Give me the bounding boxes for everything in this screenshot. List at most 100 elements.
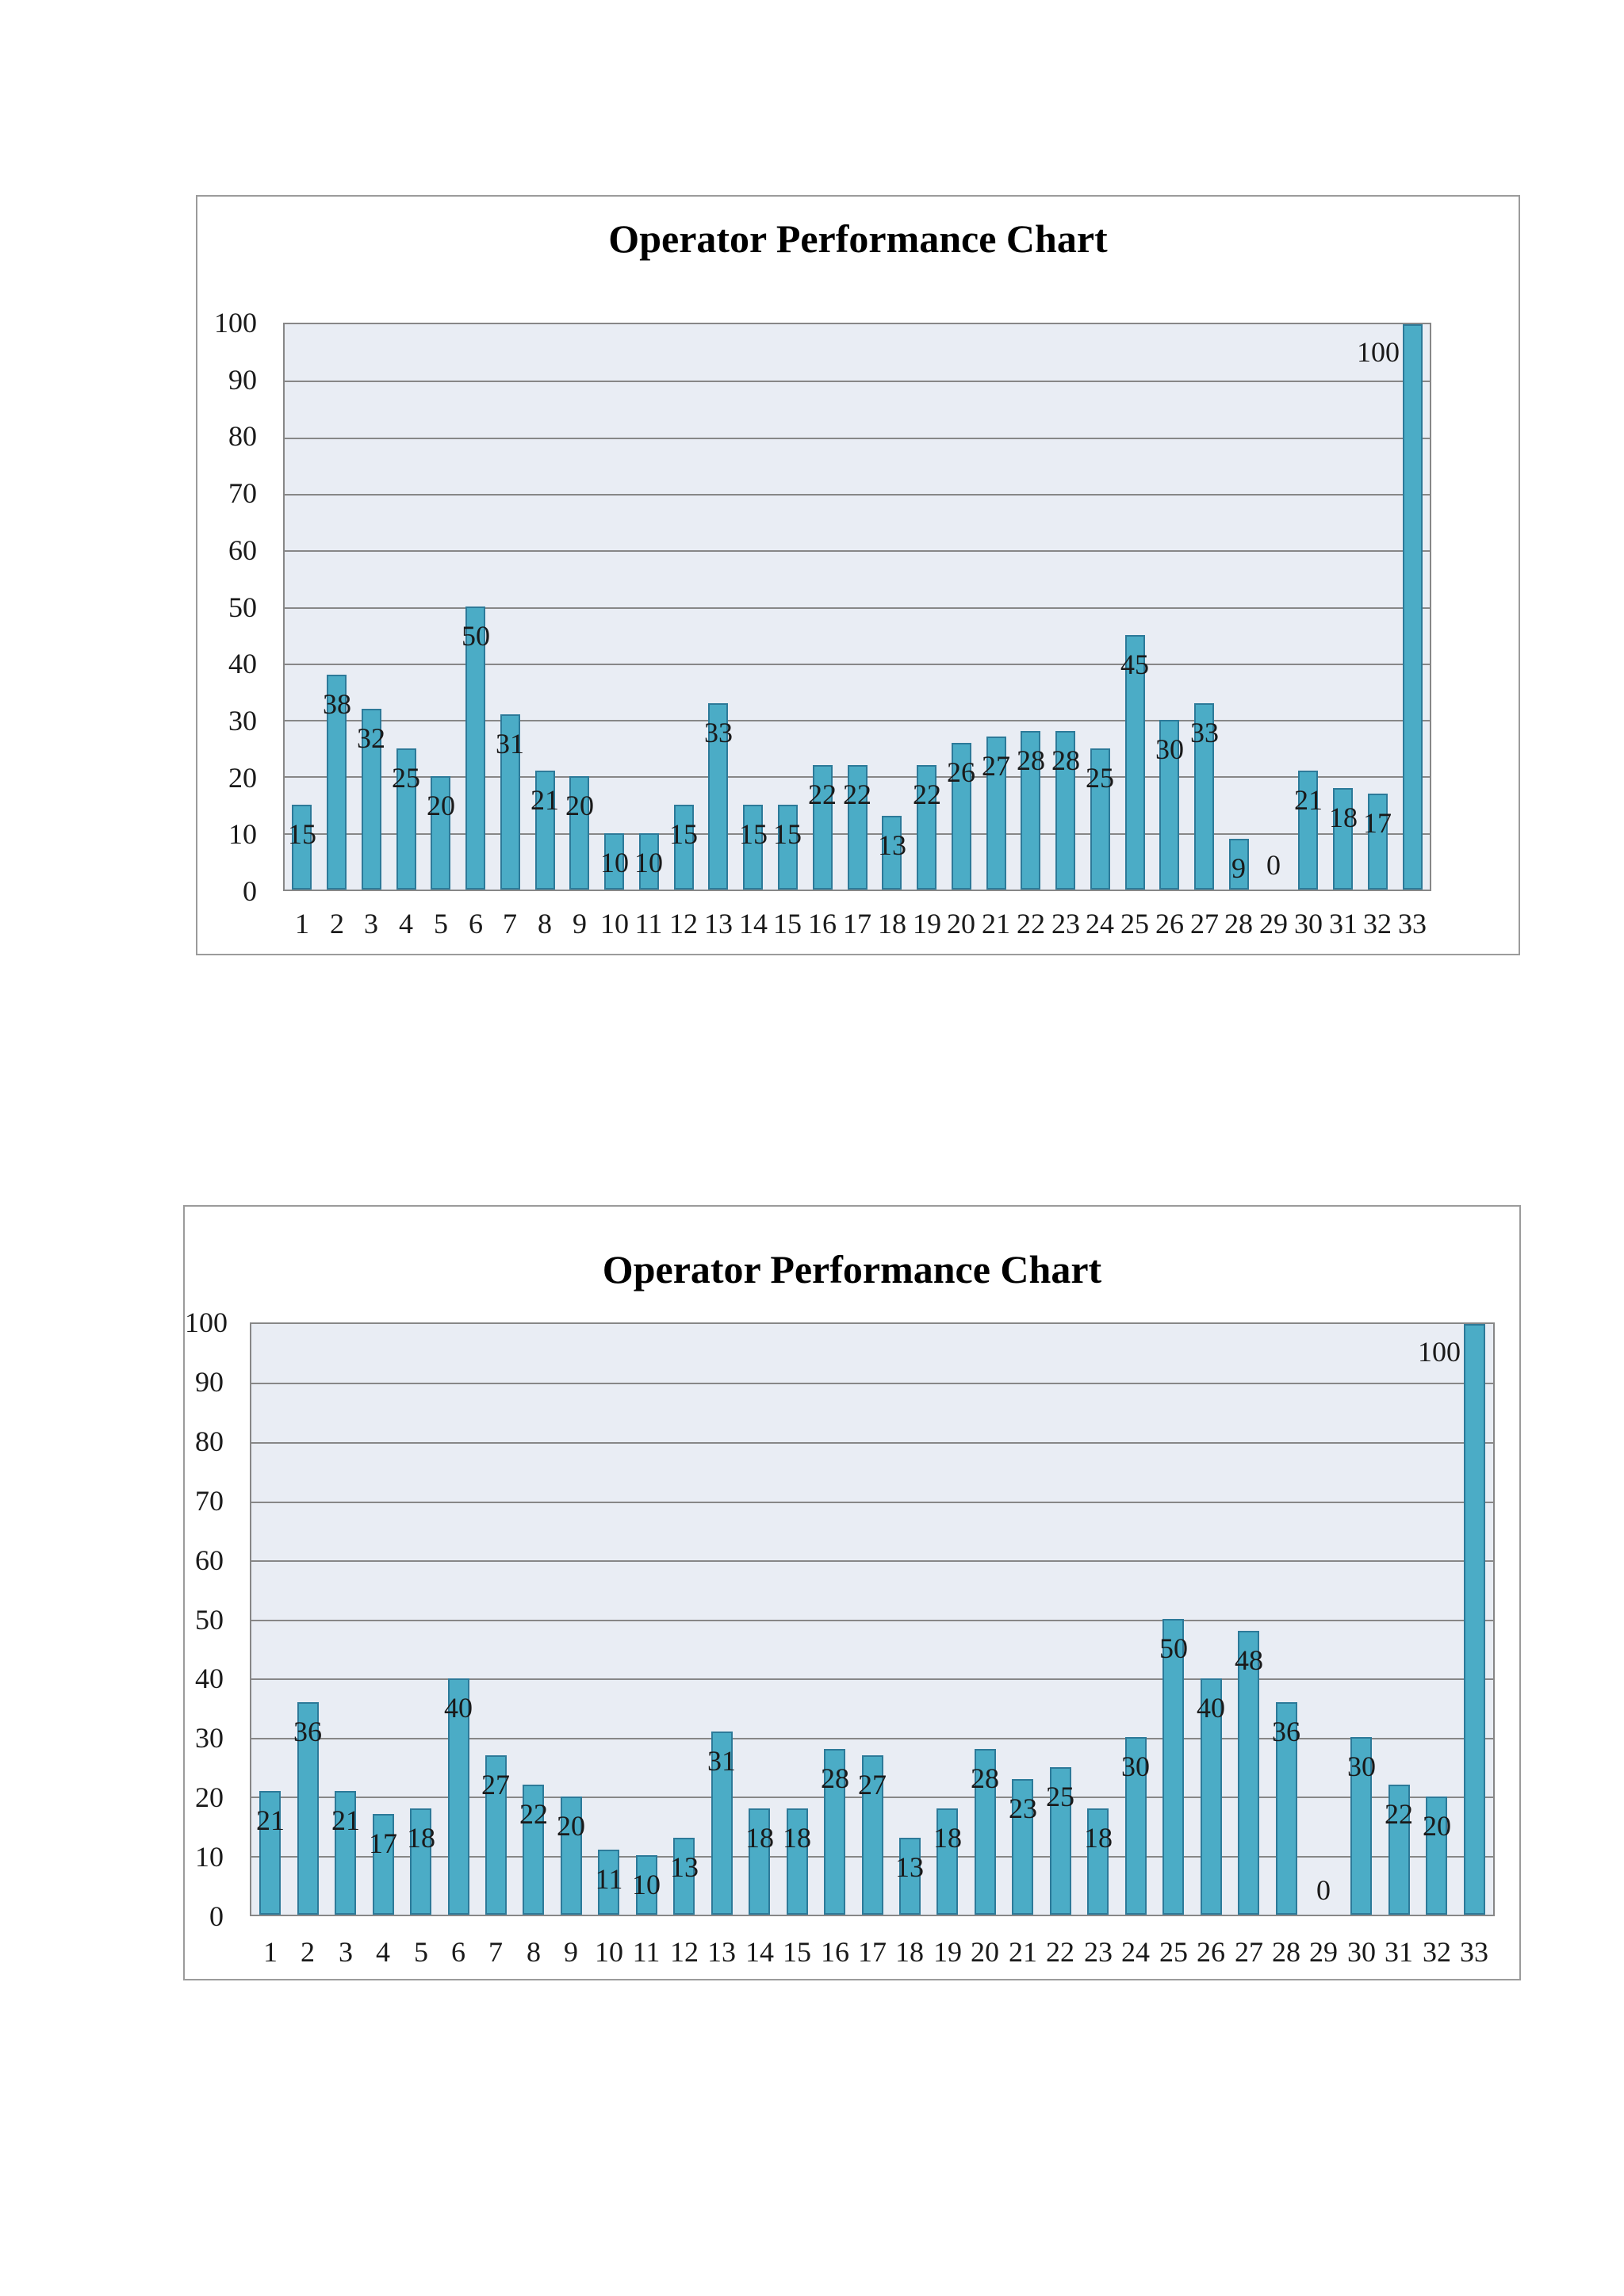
bar-24	[1090, 748, 1110, 890]
bar-23	[1055, 731, 1075, 890]
x-tick-label-17: 17	[858, 1936, 887, 1968]
bar-6	[448, 1678, 469, 1915]
y-tick-label-60: 60	[228, 534, 257, 566]
y-tick-label-30: 30	[195, 1722, 224, 1754]
bar-value-label-15: 18	[783, 1822, 811, 1854]
bar-27	[1194, 703, 1214, 890]
bar-value-label-23: 28	[1051, 744, 1080, 776]
x-tick-label-15: 15	[773, 908, 802, 939]
x-tick-label-25: 25	[1120, 908, 1149, 939]
bar-20	[952, 743, 971, 890]
x-tick-label-19: 19	[913, 908, 941, 939]
bar-value-label-9: 20	[565, 790, 594, 821]
bar-value-label-24: 25	[1086, 762, 1114, 794]
x-tick-label-7: 7	[503, 908, 517, 939]
bar-26	[1201, 1678, 1222, 1915]
x-tick-label-28: 28	[1224, 908, 1253, 939]
bar-value-label-17: 22	[843, 779, 871, 810]
bar-value-label-27: 48	[1235, 1644, 1263, 1676]
gridline-90	[251, 1383, 1493, 1384]
bar-14	[743, 805, 763, 890]
bar-25	[1125, 635, 1145, 890]
x-tick-label-29: 29	[1309, 1936, 1338, 1968]
bar-value-label-24: 30	[1121, 1751, 1150, 1782]
x-tick-label-30: 30	[1294, 908, 1323, 939]
x-tick-label-30: 30	[1347, 1936, 1376, 1968]
gridline-30	[251, 1738, 1493, 1739]
x-tick-label-13: 13	[707, 1936, 736, 1968]
bar-28	[1229, 839, 1249, 890]
bar-19	[936, 1808, 958, 1915]
x-tick-label-29: 29	[1259, 908, 1288, 939]
bar-value-label-20: 26	[947, 756, 975, 788]
x-tick-label-19: 19	[933, 1936, 962, 1968]
bar-11	[639, 833, 659, 890]
y-tick-label-90: 90	[195, 1366, 224, 1398]
bar-17	[848, 765, 868, 890]
bar-33	[1403, 324, 1423, 890]
gridline-50	[251, 1620, 1493, 1621]
bar-value-label-12: 13	[670, 1851, 699, 1883]
y-tick-label-60: 60	[195, 1544, 224, 1576]
bar-value-label-26: 30	[1155, 733, 1184, 765]
x-tick-label-7: 7	[488, 1936, 503, 1968]
bar-1	[292, 805, 312, 890]
x-tick-label-24: 24	[1086, 908, 1114, 939]
x-tick-label-12: 12	[669, 908, 698, 939]
bar-value-label-32: 20	[1423, 1810, 1451, 1842]
x-tick-label-32: 32	[1423, 1936, 1451, 1968]
bar-6	[465, 607, 485, 890]
x-tick-label-25: 25	[1159, 1936, 1188, 1968]
bar-value-label-22: 25	[1046, 1781, 1074, 1812]
bar-value-label-22: 28	[1017, 744, 1045, 776]
gridline-80	[285, 438, 1430, 439]
bar-value-label-20: 28	[971, 1762, 999, 1794]
x-tick-label-10: 10	[600, 908, 629, 939]
bar-value-label-11: 10	[632, 1869, 661, 1900]
bar-value-label-4: 17	[369, 1827, 397, 1859]
x-tick-label-14: 14	[745, 1936, 774, 1968]
x-tick-label-26: 26	[1197, 1936, 1225, 1968]
bar-value-label-14: 18	[745, 1822, 774, 1854]
y-tick-label-40: 40	[195, 1663, 224, 1694]
x-tick-label-28: 28	[1272, 1936, 1300, 1968]
x-tick-label-10: 10	[595, 1936, 623, 1968]
y-tick-label-70: 70	[195, 1485, 224, 1517]
x-tick-label-27: 27	[1235, 1936, 1263, 1968]
bar-value-label-11: 10	[634, 847, 663, 878]
x-tick-label-3: 3	[339, 1936, 353, 1968]
x-tick-label-3: 3	[364, 908, 378, 939]
x-tick-label-1: 1	[263, 1936, 278, 1968]
x-tick-label-6: 6	[451, 1936, 465, 1968]
x-tick-label-23: 23	[1051, 908, 1080, 939]
x-tick-label-9: 9	[564, 1936, 578, 1968]
bar-value-label-13: 33	[704, 717, 733, 748]
bar-value-label-32: 17	[1363, 807, 1392, 839]
x-tick-label-33: 33	[1398, 908, 1427, 939]
bar-26	[1159, 720, 1179, 890]
bar-value-label-17: 27	[858, 1769, 887, 1800]
bar-24	[1125, 1737, 1147, 1915]
bar-value-label-21: 23	[1009, 1793, 1037, 1824]
bar-value-label-31: 18	[1329, 802, 1358, 833]
bar-8	[523, 1785, 544, 1915]
x-tick-label-18: 18	[878, 908, 906, 939]
bar-value-label-3: 21	[331, 1804, 360, 1836]
x-tick-label-14: 14	[739, 908, 768, 939]
bar-value-label-7: 31	[496, 728, 524, 760]
bar-3	[335, 1791, 356, 1915]
y-tick-label-100: 100	[214, 307, 257, 339]
bar-13	[711, 1732, 733, 1915]
bar-28	[1276, 1702, 1297, 1915]
bar-33	[1464, 1324, 1485, 1915]
bar-value-label-14: 15	[739, 818, 768, 850]
x-tick-label-23: 23	[1084, 1936, 1113, 1968]
bar-value-label-30: 30	[1347, 1751, 1376, 1782]
x-tick-label-18: 18	[895, 1936, 924, 1968]
bar-value-label-18: 13	[895, 1851, 924, 1883]
bar-value-label-27: 33	[1190, 717, 1219, 748]
bar-value-label-15: 15	[773, 818, 802, 850]
x-tick-label-22: 22	[1046, 1936, 1074, 1968]
bar-9	[561, 1797, 582, 1915]
